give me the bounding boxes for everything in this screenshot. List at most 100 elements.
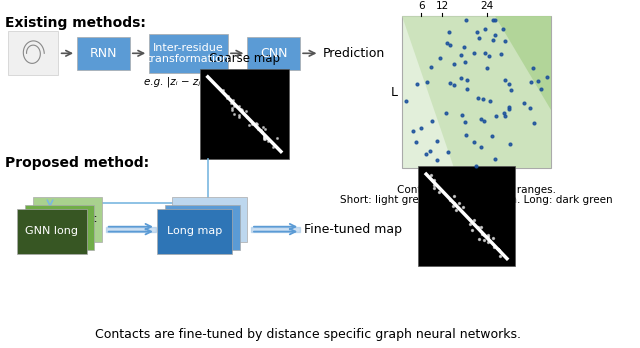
Text: Contacts are fine-tuned by distance specific graph neural networks.: Contacts are fine-tuned by distance spec… (95, 328, 521, 341)
Point (449, 201, 459, 206)
Point (435, 55, 445, 61)
Point (227, 105, 237, 110)
Point (496, 52, 506, 57)
Point (218, 87, 228, 93)
Point (472, 30, 482, 35)
Point (241, 114, 252, 120)
Point (493, 247, 503, 252)
Point (223, 93, 234, 99)
Point (256, 127, 266, 132)
Text: Proposed method:: Proposed method: (5, 157, 149, 171)
Point (479, 26, 490, 31)
Point (247, 121, 257, 127)
Bar (247, 37, 300, 70)
Point (488, 37, 498, 42)
Point (442, 40, 452, 46)
Text: e.g. |zᵢ − zⱼ||zᵢ * zⱼ: e.g. |zᵢ − zⱼ||zᵢ * zⱼ (143, 77, 234, 87)
Text: RNN: RNN (90, 47, 117, 60)
Point (479, 237, 489, 243)
Point (504, 104, 514, 110)
Point (461, 86, 472, 92)
Point (529, 120, 539, 126)
Point (477, 231, 487, 236)
Point (533, 78, 543, 84)
Point (426, 172, 436, 178)
Point (493, 246, 503, 252)
Point (259, 136, 269, 142)
Point (456, 76, 466, 81)
Point (457, 112, 467, 118)
Text: 6: 6 (418, 1, 425, 11)
Point (257, 129, 267, 135)
Point (251, 120, 261, 125)
Text: GNN long: GNN long (26, 226, 79, 236)
Point (259, 134, 269, 140)
Point (504, 106, 514, 112)
Point (482, 65, 492, 70)
Point (444, 29, 454, 35)
Point (489, 244, 499, 250)
Point (483, 235, 493, 240)
Point (495, 253, 506, 259)
Bar (402, 16, 551, 168)
Point (451, 207, 461, 213)
Text: CNN: CNN (260, 47, 287, 60)
Point (268, 144, 278, 149)
Bar (200, 69, 289, 159)
Point (527, 65, 538, 70)
Point (259, 133, 269, 139)
Point (432, 157, 442, 163)
Point (504, 81, 515, 87)
Point (429, 182, 440, 188)
Point (259, 136, 269, 141)
Point (260, 126, 270, 132)
Point (448, 204, 458, 209)
Text: L: L (390, 86, 397, 98)
Point (493, 247, 504, 252)
Point (429, 177, 439, 183)
Bar (33, 197, 102, 242)
Point (253, 127, 263, 132)
Point (505, 141, 515, 147)
Point (483, 232, 493, 238)
Point (412, 81, 422, 87)
Point (449, 61, 459, 66)
Point (456, 52, 466, 58)
Point (271, 135, 282, 141)
Point (498, 26, 508, 31)
Point (491, 113, 501, 119)
Point (416, 125, 426, 131)
Text: Existing methods:: Existing methods: (5, 16, 146, 30)
Point (443, 150, 453, 155)
Point (506, 87, 516, 93)
Point (476, 116, 486, 121)
Text: 24: 24 (481, 1, 493, 11)
Point (449, 193, 460, 199)
Point (225, 100, 236, 105)
Point (460, 59, 470, 64)
Bar (172, 197, 247, 242)
Point (422, 80, 432, 85)
Polygon shape (495, 16, 551, 110)
Point (260, 136, 270, 142)
Point (500, 77, 510, 82)
Point (479, 232, 490, 238)
Text: 12: 12 (436, 1, 449, 11)
Point (526, 79, 536, 85)
Point (426, 65, 436, 70)
Point (454, 200, 465, 206)
Point (228, 97, 238, 103)
Bar (17, 208, 86, 254)
Point (460, 119, 470, 125)
Point (445, 42, 456, 48)
Point (458, 204, 468, 209)
Point (490, 32, 500, 37)
Bar (77, 37, 130, 70)
Point (227, 107, 237, 112)
Point (479, 118, 489, 124)
Point (480, 50, 490, 56)
Text: GNN short: GNN short (38, 214, 96, 224)
Text: Prediction: Prediction (323, 47, 385, 60)
Point (499, 113, 509, 119)
Point (401, 98, 412, 104)
